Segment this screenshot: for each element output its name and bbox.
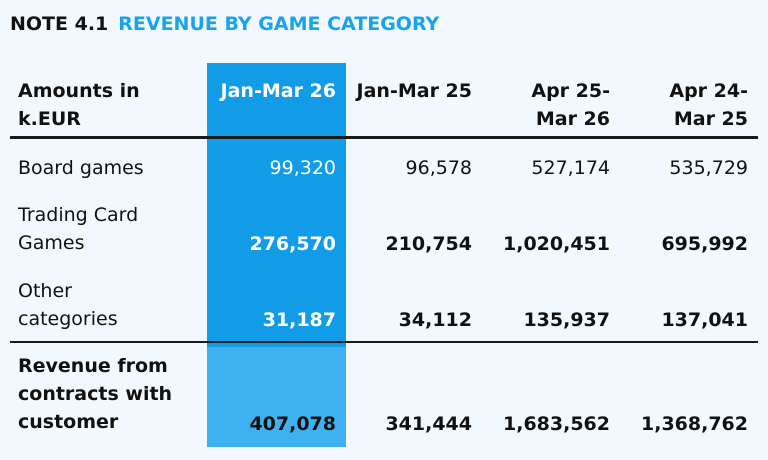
row-label-total-revenue: Revenue from contracts with customer [18,355,173,433]
highlighted-total-cell [207,347,346,447]
cell-board-games-jan-mar-26: 99,320 [269,157,336,179]
cell-other-jan-mar-25: 34,112 [398,309,472,331]
header-rule [10,136,758,139]
row-label-board-games: Board games [18,157,144,179]
column-header-apr24-mar25: Apr 24-Mar 25 [669,80,748,130]
note-heading: NOTE 4.1 REVENUE BY GAME CATEGORY [10,10,439,38]
header-label: Amounts in k.EUR [18,80,140,130]
cell-other-jan-mar-26: 31,187 [262,309,336,331]
note-title: REVENUE BY GAME CATEGORY [118,13,440,35]
cell-total-apr24-mar25: 1,368,762 [641,413,748,435]
cell-board-games-apr24-mar25: 535,729 [669,157,748,179]
column-header-jan-mar-25: Jan-Mar 25 [356,80,472,102]
row-label-trading-card-games: Trading Card Games [18,204,139,254]
cell-tcg-jan-mar-26: 276,570 [249,233,336,255]
cell-tcg-jan-mar-25: 210,754 [385,233,472,255]
cell-tcg-apr25-mar26: 1,020,451 [503,233,610,255]
total-rule [10,341,758,343]
cell-board-games-jan-mar-25: 96,578 [405,157,472,179]
cell-other-apr25-mar26: 135,937 [523,309,610,331]
cell-board-games-apr25-mar26: 527,174 [531,157,610,179]
note-number: NOTE 4.1 [10,13,109,35]
cell-total-jan-mar-26: 407,078 [249,413,336,435]
cell-tcg-apr24-mar25: 695,992 [661,233,748,255]
cell-other-apr24-mar25: 137,041 [661,309,748,331]
cell-total-apr25-mar26: 1,683,562 [503,413,610,435]
column-header-jan-mar-26: Jan-Mar 26 [220,80,336,102]
column-header-apr25-mar26: Apr 25-Mar 26 [531,80,610,130]
row-label-other-categories: Other categories [18,280,118,330]
cell-total-jan-mar-25: 341,444 [385,413,472,435]
